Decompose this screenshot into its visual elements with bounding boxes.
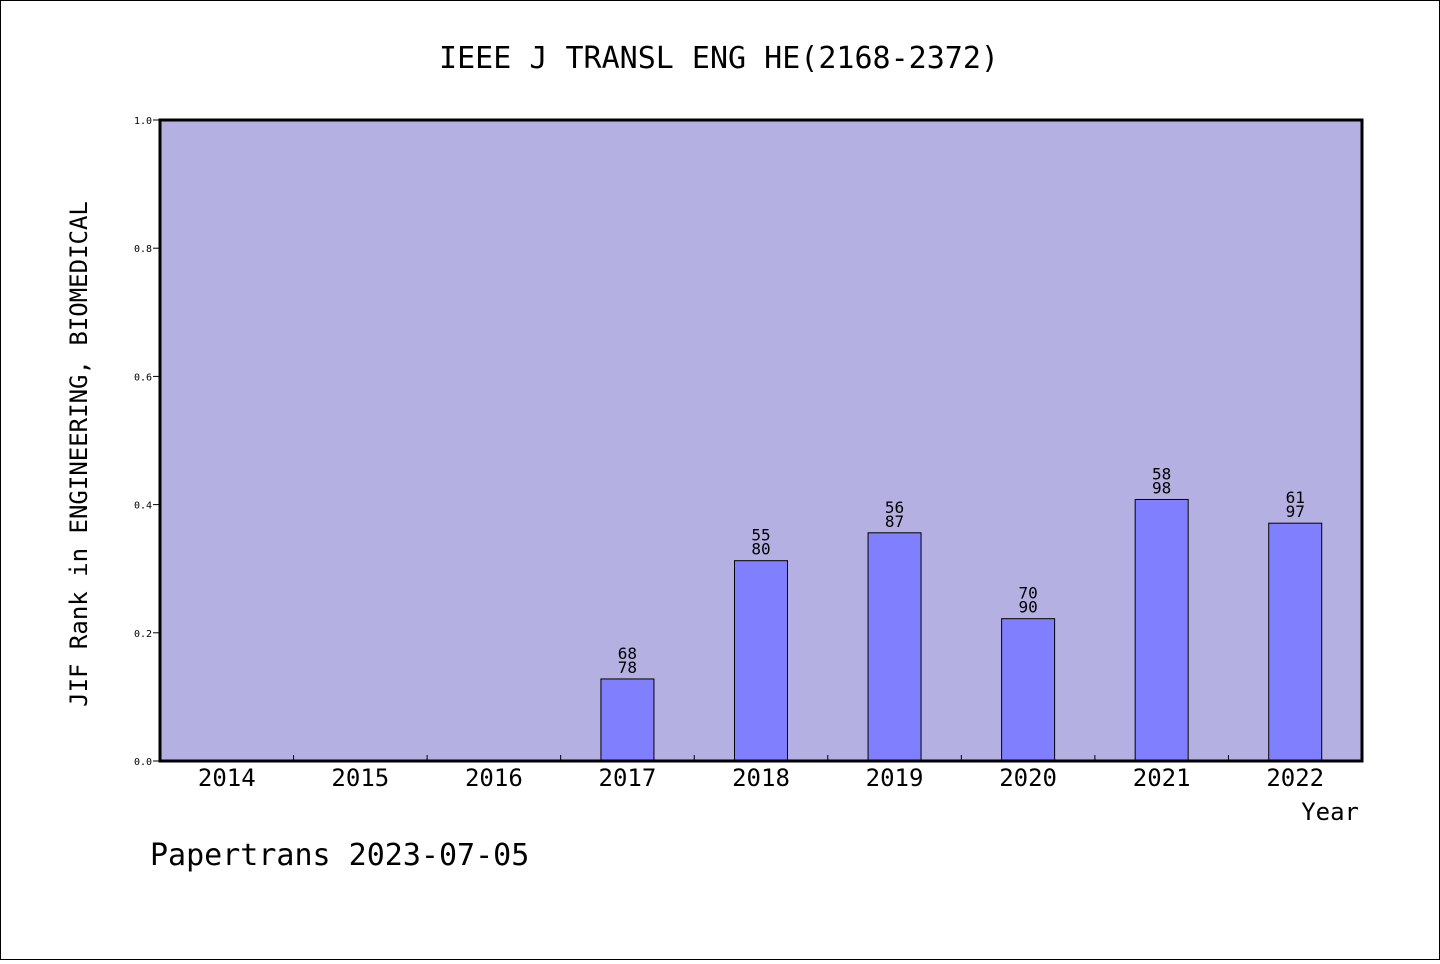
- bar-rank-label: 70: [1018, 584, 1037, 603]
- x-tick-label: 2014: [198, 764, 256, 792]
- x-axis-ticks: 2014 2015 2016 2017 2018 2019 2020 2021 2022: [198, 755, 1324, 792]
- bar-total-label: 90: [1018, 598, 1037, 617]
- y-axis-label: JIF Rank in ENGINEERING, BIOMEDICAL: [65, 201, 93, 707]
- bar-total-label: 98: [1152, 478, 1171, 497]
- bar-2019: [867, 532, 922, 762]
- bars-group: [600, 498, 1323, 762]
- bar-2021: [1134, 498, 1189, 762]
- x-tick-label: 2018: [732, 764, 790, 792]
- bar-2022: [1268, 522, 1323, 762]
- y-tick-label: 0.2: [134, 629, 152, 640]
- x-axis-label: Year: [1301, 798, 1359, 826]
- plot-border: [158, 118, 1364, 763]
- bar-rank-label: 68: [618, 644, 637, 663]
- bar-2020: [1001, 618, 1056, 762]
- y-tick-label: 0.4: [134, 501, 152, 512]
- x-tick-label: 2017: [599, 764, 657, 792]
- bar-rank-label: 56: [885, 498, 904, 517]
- y-tick-label: 1.0: [134, 116, 152, 127]
- x-tick-label: 2016: [465, 764, 523, 792]
- y-axis-ticks: 0.0 0.2 0.4 0.6 0.8 1.0: [134, 116, 160, 768]
- bar-2018: [734, 560, 788, 762]
- bar-rank-label: 58: [1152, 464, 1171, 483]
- x-tick-label: 2015: [331, 764, 389, 792]
- x-tick-label: 2021: [1133, 764, 1191, 792]
- y-tick-label: 0.6: [134, 372, 152, 383]
- bar-total-label: 80: [751, 540, 770, 559]
- chart-title: IEEE J TRANSL ENG HE(2168-2372): [439, 41, 999, 76]
- bar-total-label: 97: [1286, 502, 1305, 521]
- bar-rank-label: 55: [751, 526, 770, 545]
- bar-total-label: 87: [885, 512, 904, 531]
- x-tick-label: 2022: [1266, 764, 1324, 792]
- bar-rank-label: 61: [1286, 488, 1305, 507]
- y-tick-label: 0.8: [134, 244, 152, 255]
- x-tick-label: 2020: [999, 764, 1057, 792]
- x-tick-label: 2019: [866, 764, 924, 792]
- bar-total-label: 78: [618, 658, 637, 677]
- y-tick-label: 0.0: [134, 757, 152, 768]
- bar-2017: [600, 678, 655, 762]
- footer-source: Papertrans 2023-07-05: [150, 838, 529, 873]
